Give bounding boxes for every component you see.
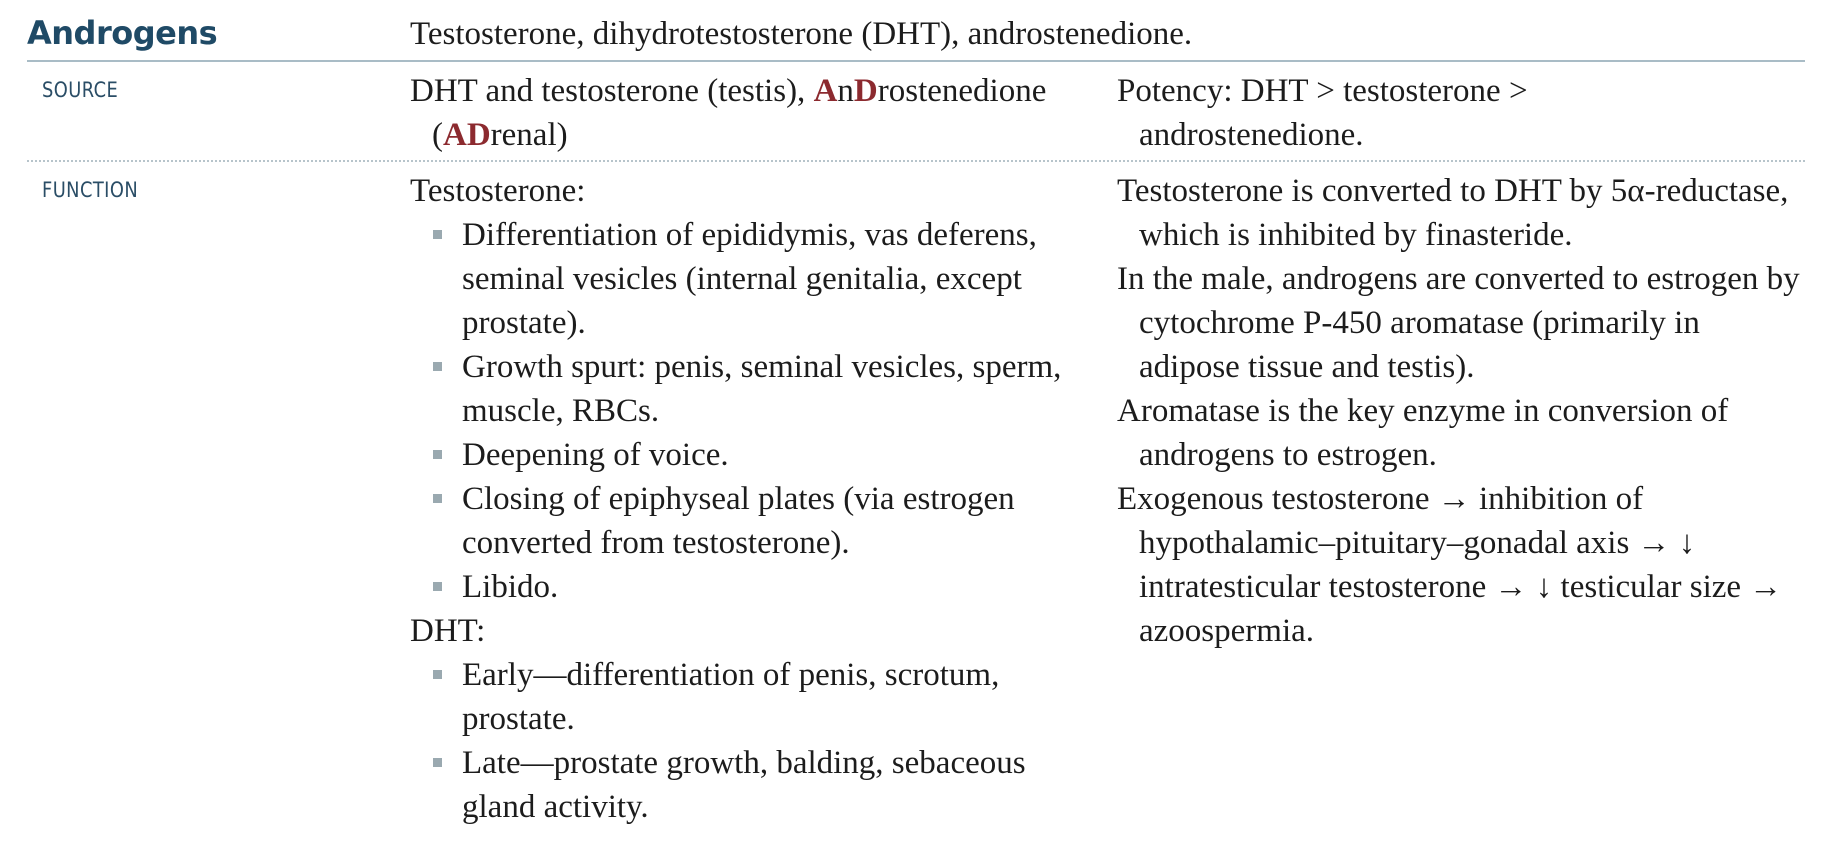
list-item-text: Deepening of voice. <box>462 437 729 473</box>
source-text-rostenedione: rostenedione <box>877 73 1047 109</box>
list-item: Late—prostate growth, balding, sebaceous… <box>410 741 1078 829</box>
list-item-text: Closing of epiphyseal plates (via estrog… <box>462 481 1015 561</box>
source-line-2: (ADrenal) <box>410 113 1090 157</box>
list-item-text: Growth spurt: penis, seminal vesicles, s… <box>462 349 1062 429</box>
note-aromatase: In the male, androgens are converted to … <box>1117 261 1800 385</box>
mnemonic-ad: AD <box>443 117 491 153</box>
square-bullet-icon <box>433 582 442 591</box>
source-text: DHT and testosterone (testis), AnDrosten… <box>410 69 1090 157</box>
square-bullet-icon <box>433 230 442 239</box>
testosterone-heading: Testosterone: <box>410 173 586 209</box>
list-item: Deepening of voice. <box>410 433 1078 477</box>
header-rule <box>27 60 1805 62</box>
source-text-n: n <box>837 73 854 109</box>
list-item-text: Differentiation of epididymis, vas defer… <box>462 217 1037 341</box>
list-item: Differentiation of epididymis, vas defer… <box>410 213 1078 345</box>
dht-list: Early—differentiation of penis, scrotum,… <box>410 653 1078 829</box>
source-line-1: DHT and testosterone (testis), AnDrosten… <box>410 69 1090 113</box>
source-note: Potency: DHT > testosterone > androstene… <box>1117 69 1567 157</box>
source-paren-open: ( <box>432 117 443 153</box>
potency-note: Potency: DHT > testosterone > androstene… <box>1117 73 1528 153</box>
source-text-renal: renal) <box>490 117 568 153</box>
mnemonic-a: A <box>813 73 838 109</box>
list-item: Closing of epiphyseal plates (via estrog… <box>410 477 1078 565</box>
square-bullet-icon <box>433 758 442 767</box>
mnemonic-d: D <box>853 73 878 109</box>
list-item-text: Early—differentiation of penis, scrotum,… <box>462 657 1000 737</box>
square-bullet-icon <box>433 450 442 459</box>
source-text-a: DHT and testosterone (testis), <box>410 73 814 109</box>
square-bullet-icon <box>433 494 442 503</box>
list-item-text: Late—prostate growth, balding, sebaceous… <box>462 745 1026 825</box>
title-description: Testosterone, dihydrotestosterone (DHT),… <box>410 16 1193 52</box>
note-exogenous: Exogenous testosterone → inhibition of h… <box>1117 481 1783 649</box>
row-divider <box>27 160 1805 162</box>
section-title: Androgens <box>27 14 218 52</box>
testosterone-list: Differentiation of epididymis, vas defer… <box>410 213 1078 609</box>
function-notes: Testosterone is converted to DHT by 5α-r… <box>1117 169 1807 653</box>
list-item: Growth spurt: penis, seminal vesicles, s… <box>410 345 1078 433</box>
note-conversion: Testosterone is converted to DHT by 5α-r… <box>1117 173 1789 253</box>
note-key-enzyme: Aromatase is the key enzyme in conversio… <box>1117 393 1729 473</box>
list-item-text: Libido. <box>462 569 559 605</box>
function-list: Testosterone: Differentiation of epididy… <box>410 169 1078 829</box>
list-item: Libido. <box>410 565 1078 609</box>
list-item: Early—differentiation of penis, scrotum,… <box>410 653 1078 741</box>
dht-heading: DHT: <box>410 613 486 649</box>
square-bullet-icon <box>433 362 442 371</box>
function-label: FUNCTION <box>42 178 139 202</box>
source-label: SOURCE <box>42 78 119 102</box>
square-bullet-icon <box>433 670 442 679</box>
